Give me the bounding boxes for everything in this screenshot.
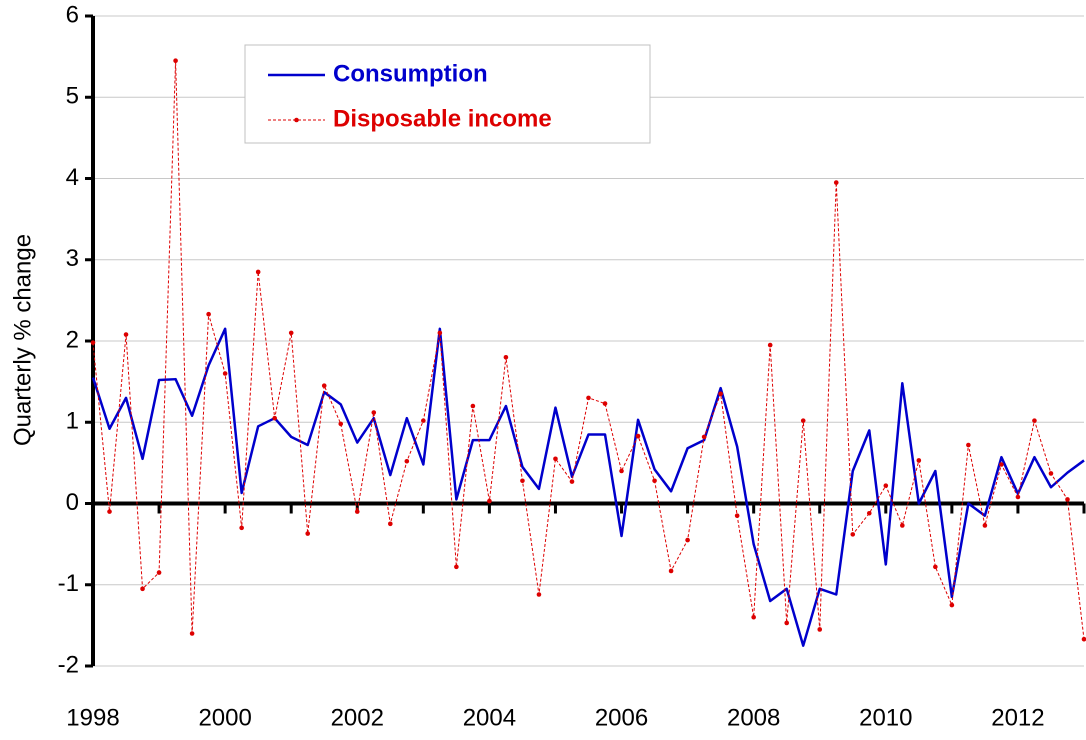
x-tick-label: 2006 [595, 704, 648, 731]
series-marker [1015, 494, 1021, 500]
series-marker [652, 478, 657, 484]
series-marker [784, 620, 789, 626]
y-tick-label: 0 [66, 489, 79, 516]
series-line [92, 60, 1085, 640]
series-marker [949, 602, 955, 608]
series-marker [800, 418, 806, 423]
series-marker [933, 564, 938, 570]
series-marker [1065, 497, 1070, 502]
series-marker [206, 311, 211, 317]
x-tick-label: 2012 [991, 704, 1044, 731]
series-marker [751, 614, 756, 620]
series-marker [916, 458, 922, 463]
series-marker [404, 458, 410, 464]
series-marker [602, 401, 608, 406]
y-tick-label: 6 [66, 1, 79, 28]
series-marker [553, 456, 558, 462]
x-tick-label: 2000 [198, 704, 251, 731]
y-tick-label: 3 [66, 245, 79, 272]
series-marker [305, 531, 311, 536]
series-marker [1081, 636, 1086, 642]
series-marker [635, 433, 641, 439]
series-marker [454, 564, 459, 570]
y-tick-label: 4 [66, 164, 79, 191]
y-tick-label: 2 [66, 326, 79, 353]
series-marker [90, 340, 96, 345]
series-marker [107, 509, 112, 514]
series-marker [321, 383, 327, 388]
series-marker [437, 330, 443, 336]
series-marker [619, 468, 624, 474]
series-marker [1032, 418, 1037, 423]
series-marker [718, 391, 723, 397]
x-tick-label: 2004 [463, 704, 516, 731]
series-marker [966, 442, 971, 448]
series-marker [883, 483, 889, 488]
series-marker [999, 462, 1004, 467]
series-marker [255, 269, 261, 275]
series-marker [982, 523, 988, 528]
y-tick-label: 5 [66, 83, 79, 110]
series-marker [288, 330, 294, 336]
series-line [91, 327, 1085, 647]
series-marker [421, 418, 426, 423]
x-tick-label: 1998 [66, 704, 119, 731]
legend-box [244, 44, 651, 144]
legend-marker [294, 117, 299, 123]
y-tick-label: 1 [66, 408, 79, 435]
series-marker [569, 479, 575, 484]
series-marker [189, 631, 195, 636]
series-marker [156, 570, 162, 575]
series-marker [272, 415, 277, 421]
series-marker [734, 513, 740, 518]
series-marker [388, 521, 393, 527]
y-tick-label: -2 [58, 651, 79, 678]
series-marker [1048, 471, 1054, 476]
series-marker [668, 568, 674, 574]
series-marker [850, 532, 856, 537]
series-marker [371, 410, 377, 415]
series-marker [140, 586, 145, 592]
y-tick-label: -1 [58, 570, 79, 597]
x-tick-label: 2008 [727, 704, 780, 731]
series-marker [767, 342, 773, 348]
series-marker [222, 371, 228, 376]
series-marker [503, 354, 509, 360]
x-tick-label: 2002 [331, 704, 384, 731]
series-marker [833, 180, 839, 185]
series-marker [701, 434, 707, 440]
series-marker [487, 498, 492, 504]
series-marker [354, 509, 360, 514]
series-marker [817, 627, 823, 632]
x-tick-label: 2010 [859, 704, 912, 731]
series-marker [470, 403, 476, 409]
series-marker [536, 592, 542, 597]
series-marker [338, 421, 344, 427]
legend-label: Consumption [333, 60, 488, 87]
series-marker [520, 478, 525, 484]
y-axis-label: Quarterly % change [9, 234, 36, 446]
legend-label: Disposable income [333, 105, 552, 132]
series-marker [866, 510, 872, 516]
series-marker [173, 58, 178, 63]
series-marker [123, 332, 129, 337]
series-marker [900, 523, 905, 528]
series-marker [685, 537, 690, 543]
series-marker [239, 525, 244, 531]
series-marker [586, 395, 591, 401]
